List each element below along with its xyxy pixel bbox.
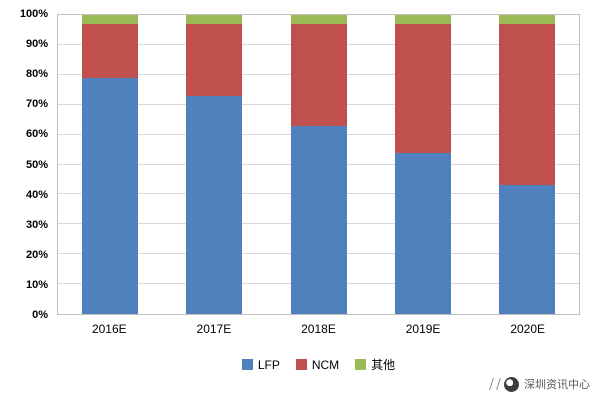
bar-segment-其他 — [394, 15, 451, 24]
legend-label: NCM — [311, 357, 340, 372]
y-axis: 0% 10% 20% 30% 40% 50% 60% 70% 80% 90% 100% — [0, 8, 52, 321]
watermark: 深圳资讯中心 — [489, 376, 590, 392]
bar-segment-其他 — [498, 15, 555, 24]
x-tick-label: 2019E — [405, 322, 441, 336]
bars — [58, 15, 579, 314]
bar-column-2018E — [266, 15, 370, 314]
bar-2017E — [186, 15, 243, 314]
bar-segment-其他 — [82, 15, 139, 24]
bar-segment-NCM — [394, 23, 451, 153]
bar-segment-LFP — [290, 125, 347, 314]
x-tick-label: 2020E — [510, 322, 546, 336]
bar-2019E — [394, 15, 451, 314]
bar-segment-NCM — [290, 23, 347, 126]
x-tick-label: 2017E — [196, 322, 232, 336]
x-axis: 2016E 2017E 2018E 2019E 2020E — [57, 322, 580, 336]
bar-segment-NCM — [498, 23, 555, 186]
y-tick-label: 70% — [25, 98, 48, 111]
x-tick-label: 2016E — [91, 322, 127, 336]
bar-2020E — [498, 15, 555, 314]
legend-item-LFP: LFP — [241, 357, 280, 372]
legend-label: LFP — [257, 357, 280, 372]
bar-segment-LFP — [82, 77, 139, 314]
legend-swatch — [295, 359, 307, 370]
logo-icon — [504, 376, 519, 392]
y-tick-label: 90% — [25, 38, 48, 51]
watermark-divider-icon — [489, 378, 501, 390]
y-tick-label: 40% — [25, 188, 48, 201]
y-tick-label: 100% — [19, 8, 48, 20]
bar-column-2019E — [371, 15, 475, 314]
legend-swatch — [355, 359, 367, 370]
legend-swatch — [241, 359, 253, 370]
plot-area — [57, 14, 580, 315]
x-tick-label: 2018E — [301, 322, 336, 336]
y-tick-label: 10% — [25, 278, 48, 291]
y-tick-label: 20% — [25, 248, 48, 261]
y-tick-label: 0% — [32, 309, 48, 321]
y-tick-label: 50% — [25, 158, 48, 171]
legend: LFP NCM 其他 — [57, 356, 580, 373]
bar-column-2020E — [475, 15, 579, 314]
legend-label: 其他 — [371, 358, 396, 372]
bar-segment-LFP — [498, 185, 555, 314]
bar-segment-LFP — [186, 95, 243, 314]
bar-segment-其他 — [290, 15, 347, 24]
y-tick-label: 60% — [25, 128, 48, 141]
bar-segment-NCM — [186, 23, 243, 96]
bar-2016E — [82, 15, 139, 314]
bar-segment-LFP — [394, 152, 451, 314]
y-tick-label: 80% — [25, 68, 48, 81]
bar-2018E — [290, 15, 347, 314]
bar-column-2016E — [58, 15, 162, 314]
bar-segment-NCM — [82, 23, 139, 78]
watermark-text: 深圳资讯中心 — [524, 379, 590, 391]
bar-column-2017E — [162, 15, 266, 314]
bar-segment-其他 — [186, 15, 243, 24]
legend-item-其他: 其他 — [355, 356, 395, 373]
legend-item-NCM: NCM — [295, 357, 340, 372]
y-tick-label: 30% — [25, 218, 48, 231]
